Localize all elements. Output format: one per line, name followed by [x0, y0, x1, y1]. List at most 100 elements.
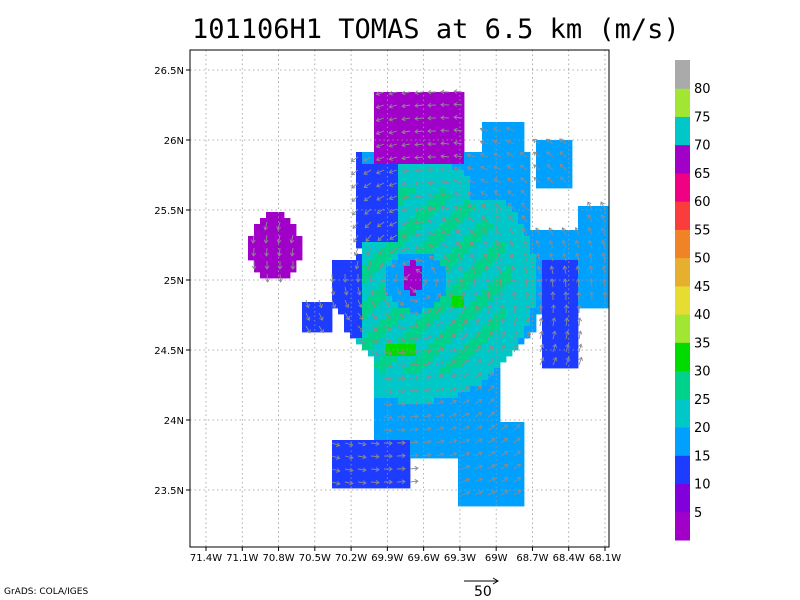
wind-cell	[524, 212, 531, 219]
wind-arrow-head	[484, 265, 489, 270]
wind-arrow-head	[454, 229, 460, 234]
wind-cell	[356, 224, 363, 231]
wind-arrow	[525, 278, 528, 288]
wind-cell	[560, 152, 567, 159]
wind-cell	[560, 182, 567, 189]
wind-arrow	[428, 232, 437, 236]
wind-arrow	[265, 234, 268, 243]
wind-cell	[494, 290, 501, 297]
wind-cell	[500, 176, 507, 183]
lon-label: 68.1W	[589, 553, 621, 564]
wind-arrow-head	[427, 167, 432, 173]
wind-arrow-head	[363, 197, 369, 202]
wind-arrow	[352, 208, 359, 216]
wind-arrow	[526, 305, 529, 314]
wind-cell	[518, 128, 525, 135]
wind-cell	[506, 260, 513, 267]
wind-arrow-head	[388, 90, 393, 96]
wind-arrow	[389, 221, 398, 226]
wind-cell	[458, 254, 465, 261]
wind-cell	[560, 314, 567, 321]
wind-arrow-head	[364, 210, 369, 215]
wind-cell	[464, 314, 471, 321]
wind-cell	[428, 206, 435, 213]
wind-cell	[446, 260, 453, 267]
wind-arrow-head	[306, 329, 311, 334]
wind-arrow	[474, 385, 482, 392]
wind-arrow-head	[600, 201, 605, 206]
wind-cell	[428, 224, 435, 231]
wind-cell	[446, 416, 453, 423]
wind-cell	[350, 476, 357, 483]
wind-cell	[482, 458, 489, 465]
wind-cell	[452, 170, 459, 177]
wind-cell	[380, 110, 387, 117]
wind-cell	[596, 248, 603, 255]
wind-cell	[506, 230, 513, 237]
wind-cell	[476, 308, 483, 315]
wind-cell	[260, 266, 267, 273]
wind-cell	[464, 470, 471, 477]
wind-arrow	[587, 201, 593, 210]
wind-cell	[464, 320, 471, 327]
wind-cell	[494, 254, 501, 261]
wind-cell	[380, 218, 387, 225]
wind-cell	[488, 212, 495, 219]
wind-cell	[410, 272, 417, 279]
wind-arrow	[500, 437, 508, 444]
wind-arrow-head	[487, 317, 493, 323]
wind-cell	[596, 260, 603, 267]
wind-cell	[518, 140, 525, 147]
wind-cell	[482, 272, 489, 279]
wind-cell	[476, 410, 483, 417]
wind-arrow-head	[488, 331, 493, 336]
wind-cell	[548, 314, 555, 321]
wind-cell	[434, 260, 441, 267]
wind-cell	[518, 308, 525, 315]
wind-cell	[386, 272, 393, 279]
wind-arrow-head	[506, 165, 511, 170]
wind-cell	[518, 218, 525, 225]
wind-cell	[446, 434, 453, 441]
wind-cell	[488, 224, 495, 231]
wind-arrow-head	[290, 265, 296, 270]
wind-arrow-head	[479, 152, 485, 158]
wind-cell	[458, 500, 465, 507]
wind-cell	[470, 482, 477, 489]
wind-cell	[506, 434, 513, 441]
wind-cell	[476, 170, 483, 177]
wind-cell	[470, 338, 477, 345]
wind-cell	[572, 236, 579, 243]
wind-cell	[470, 158, 477, 165]
wind-cell	[458, 182, 465, 189]
wind-cell	[560, 296, 567, 303]
wind-arrow	[487, 411, 495, 418]
colorbar-label: 30	[694, 365, 711, 380]
wind-cell	[524, 206, 531, 213]
wind-cell	[434, 116, 441, 123]
wind-cell	[452, 380, 459, 387]
wind-cell	[488, 158, 495, 165]
wind-cell	[398, 368, 405, 375]
wind-arrow	[500, 490, 509, 496]
wind-cell	[494, 410, 501, 417]
wind-cell	[566, 290, 573, 297]
wind-cell	[482, 296, 489, 303]
wind-cell	[494, 278, 501, 285]
wind-cell	[470, 194, 477, 201]
wind-cell	[584, 302, 591, 309]
wind-cell	[512, 428, 519, 435]
wind-arrow-head	[486, 291, 491, 296]
wind-cell	[410, 314, 417, 321]
wind-cell	[272, 236, 279, 243]
wind-cell	[464, 380, 471, 387]
wind-arrow-head	[476, 331, 481, 337]
wind-cell	[392, 344, 399, 351]
wind-cell	[548, 164, 555, 171]
wind-cell	[356, 230, 363, 237]
wind-cell	[572, 266, 579, 273]
wind-cell	[560, 140, 567, 147]
wind-cell	[500, 320, 507, 327]
wind-arrow-head	[401, 440, 406, 446]
colorbar-swatch	[675, 455, 690, 485]
